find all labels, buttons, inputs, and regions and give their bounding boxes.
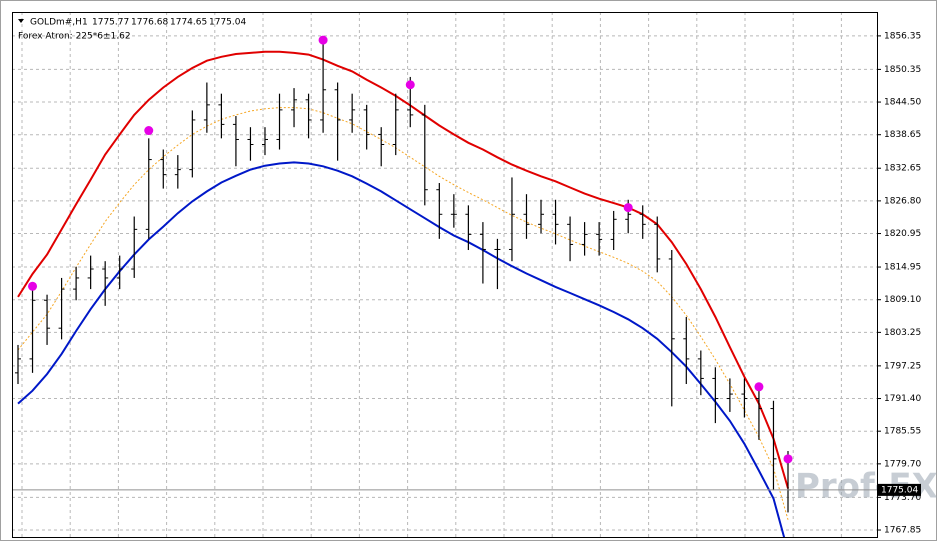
y-tick-label: 1826.80 [884, 196, 921, 206]
grid [12, 12, 877, 537]
y-tick-label: 1785.55 [884, 427, 921, 437]
header-value: 1775.77 [92, 18, 129, 28]
y-tick-label: 1844.50 [884, 98, 921, 108]
signal-dot [318, 35, 328, 45]
y-tick-label: 1803.25 [884, 328, 921, 338]
symbol-title: GOLDm#,H1 [30, 18, 88, 28]
indicator-label: Forex Atron: 225*6±1.62 [18, 32, 131, 42]
y-tick-label: 1820.95 [884, 229, 921, 239]
y-tick-label: 1791.40 [884, 394, 921, 404]
y-tick-label: 1814.95 [884, 263, 921, 273]
header-value: 1775.04 [209, 18, 246, 28]
plot-frame [12, 12, 878, 538]
y-tick-label: 1809.10 [884, 295, 921, 305]
y-tick-label: 1779.70 [884, 459, 921, 469]
signal-dot [405, 80, 415, 90]
y-tick-label: 1773.70 [884, 493, 921, 503]
last-price-label: 1775.04 [881, 485, 918, 495]
signal-dot [754, 382, 764, 392]
header-value: 1776.68 [131, 18, 168, 28]
signal-dot [783, 454, 793, 464]
y-tick-label: 1850.35 [884, 65, 921, 75]
last-price-box [878, 483, 921, 496]
signal-dot [28, 281, 38, 291]
price-axis: 1856.35 1850.35 1844.50 1838.65 1832.65 1826.… [877, 31, 921, 536]
y-tick-label: 1797.25 [884, 361, 921, 371]
signal-dot [623, 203, 633, 213]
y-tick-label: 1856.35 [884, 31, 921, 41]
indicator-line [17, 50, 789, 489]
menu-arrow[interactable] [18, 19, 24, 23]
plot [12, 35, 877, 537]
y-tick-label: 1838.65 [884, 130, 921, 140]
signal-dot [144, 126, 154, 136]
header-value: 1774.65 [170, 18, 207, 28]
indicator-line [17, 161, 786, 537]
indicator-line [17, 107, 789, 520]
y-tick-label: 1767.85 [884, 526, 921, 536]
y-tick-label: 1832.65 [884, 164, 921, 174]
header-values: 1775.77 1776.68 1774.65 1775.04 [92, 18, 246, 28]
